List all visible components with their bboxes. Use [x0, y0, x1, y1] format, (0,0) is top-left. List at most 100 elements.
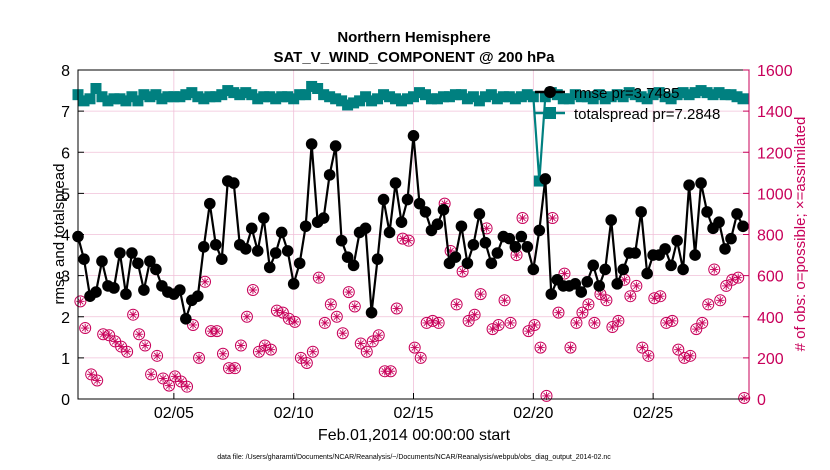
totalspread-point [491, 93, 503, 105]
rmse-point [401, 193, 414, 206]
grid-layer [78, 69, 749, 400]
obs-count-point [288, 315, 301, 328]
obs-possible-circle [516, 212, 529, 225]
rmse-point [365, 306, 378, 319]
totalspread-point [431, 93, 443, 105]
y-right-tick-label: 600 [757, 269, 784, 286]
obs-possible-circle [396, 232, 409, 245]
totalspread-point [402, 93, 414, 105]
obs-assimilated-stroke [315, 274, 323, 281]
rmse-point [455, 220, 468, 233]
obs-assimilated-stroke [153, 352, 161, 360]
rmse-point [515, 230, 528, 243]
obs-count-point [324, 298, 337, 311]
obs-assimilated-stroke [267, 346, 275, 353]
totalspread-point [653, 87, 665, 99]
totalspread-point [713, 87, 725, 99]
obs-assimilated-stroke [189, 321, 197, 329]
obs-possible-circle [648, 292, 661, 305]
totalspread-point [611, 89, 623, 101]
obs-count-point [480, 222, 493, 235]
totalspread-point [731, 91, 743, 103]
obs-count-point [408, 341, 421, 354]
obs-possible-circle [534, 341, 547, 354]
obs-possible-circle [312, 271, 325, 284]
rmse-point [695, 177, 707, 189]
obs-count-point [402, 234, 415, 247]
obs-possible-circle [522, 325, 535, 338]
totalspread-point [132, 95, 144, 107]
obs-count-point [234, 339, 247, 352]
totalspread-point [701, 87, 713, 99]
obs-count-point [79, 322, 92, 335]
obs-possible-circle [390, 302, 403, 315]
y-right-tick-label: 200 [757, 351, 784, 368]
obs-count-point [516, 212, 529, 225]
rmse-point [281, 245, 294, 257]
obs-possible-circle [121, 345, 134, 358]
totalspread-point [641, 93, 653, 105]
totalspread-point [593, 89, 605, 101]
obs-assimilated-stroke [279, 309, 287, 316]
totalspread-point [497, 91, 509, 103]
rmse-point [215, 253, 228, 265]
obs-possible-circle [504, 316, 517, 329]
obs-count-point [552, 306, 565, 319]
rmse-point [275, 226, 288, 239]
obs-count-point [175, 375, 188, 388]
rmse-point [737, 220, 749, 233]
obs-count-point [582, 298, 595, 311]
obs-assimilated-stroke [375, 331, 383, 339]
rmse-point [269, 247, 282, 259]
rmse-point [725, 232, 737, 245]
totalspread-point [102, 95, 114, 107]
obs-possible-circle [726, 273, 739, 286]
obs-count-point [414, 351, 427, 364]
obs-possible-circle [708, 263, 721, 276]
totalspread-point [324, 91, 336, 103]
x-tick-label: 02/05 [154, 405, 194, 422]
obs-possible-circle [366, 335, 379, 348]
obs-assimilated-stroke [339, 329, 347, 337]
rmse-point [479, 236, 492, 249]
totalspread-point [264, 91, 276, 103]
obs-count-point [372, 329, 385, 342]
totalspread-point [96, 91, 108, 103]
totalspread-point [384, 91, 396, 103]
rmse-point [317, 212, 330, 224]
y-left-tick-label: 5 [61, 186, 70, 203]
obs-count-point [342, 286, 355, 299]
obs-possible-circle [288, 315, 301, 328]
obs-count-point [199, 275, 212, 288]
obs-assimilated-stroke [93, 377, 101, 384]
obs-count-point [546, 212, 559, 225]
totalspread-point [144, 91, 156, 103]
rmse-point [204, 197, 216, 210]
obs-assimilated-stroke [321, 319, 329, 327]
rmse-point [539, 173, 552, 185]
obs-possible-circle [276, 306, 289, 319]
obs-assimilated-stroke [327, 301, 335, 308]
obs-possible-circle [588, 316, 601, 329]
obs-assimilated-stroke [357, 340, 365, 347]
obs-possible-circle [564, 341, 577, 354]
rmse-point [329, 140, 342, 152]
obs-count-point [157, 372, 170, 385]
obs-count-point [348, 300, 361, 313]
obs-count-point [456, 265, 469, 278]
totalspread-point [336, 95, 348, 107]
totalspread-point [408, 91, 419, 103]
obs-possible-circle [552, 306, 565, 319]
data-file-footnote: data file: /Users/gharamti/Documents/NCA… [217, 454, 611, 461]
obs-assimilated-stroke [195, 354, 203, 362]
totalspread-point [695, 85, 707, 97]
obs-count-point [216, 347, 229, 360]
obs-assimilated-stroke [141, 342, 149, 349]
totalspread-point [78, 95, 90, 107]
obs-assimilated-stroke [579, 309, 586, 316]
rmse-point [731, 208, 743, 220]
obs-possible-circle [145, 368, 158, 381]
totalspread-point [557, 93, 569, 105]
rmse-point [491, 247, 504, 259]
